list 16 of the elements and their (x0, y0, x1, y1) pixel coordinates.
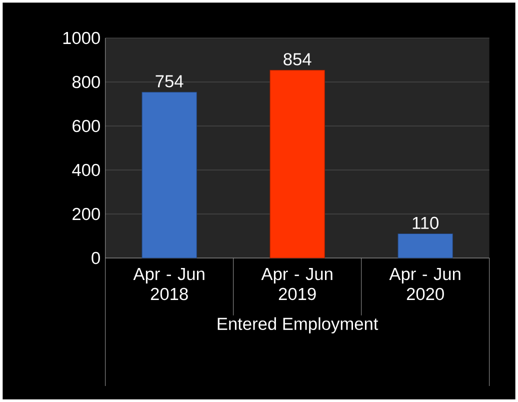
data-label: 754 (156, 75, 184, 88)
data-label: 110 (412, 216, 438, 230)
y-tick-label: 600 (72, 120, 100, 132)
data-label: 854 (284, 53, 312, 66)
y-tick-label: 800 (72, 76, 100, 88)
x-axis-title: Entered Employment (218, 317, 378, 334)
x-tick-label: Apr - Jun 2018 (133, 268, 204, 300)
bar (142, 92, 197, 258)
y-tick-label: 1000 (63, 32, 100, 44)
y-tick-label: 200 (72, 208, 100, 220)
bar (398, 234, 453, 258)
y-tick-label: 0 (92, 252, 100, 264)
y-tick-label: 400 (72, 164, 100, 176)
x-tick-label: Apr - Jun 2020 (389, 268, 460, 300)
bar (270, 70, 325, 258)
x-tick-label: Apr - Jun 2019 (261, 268, 332, 300)
